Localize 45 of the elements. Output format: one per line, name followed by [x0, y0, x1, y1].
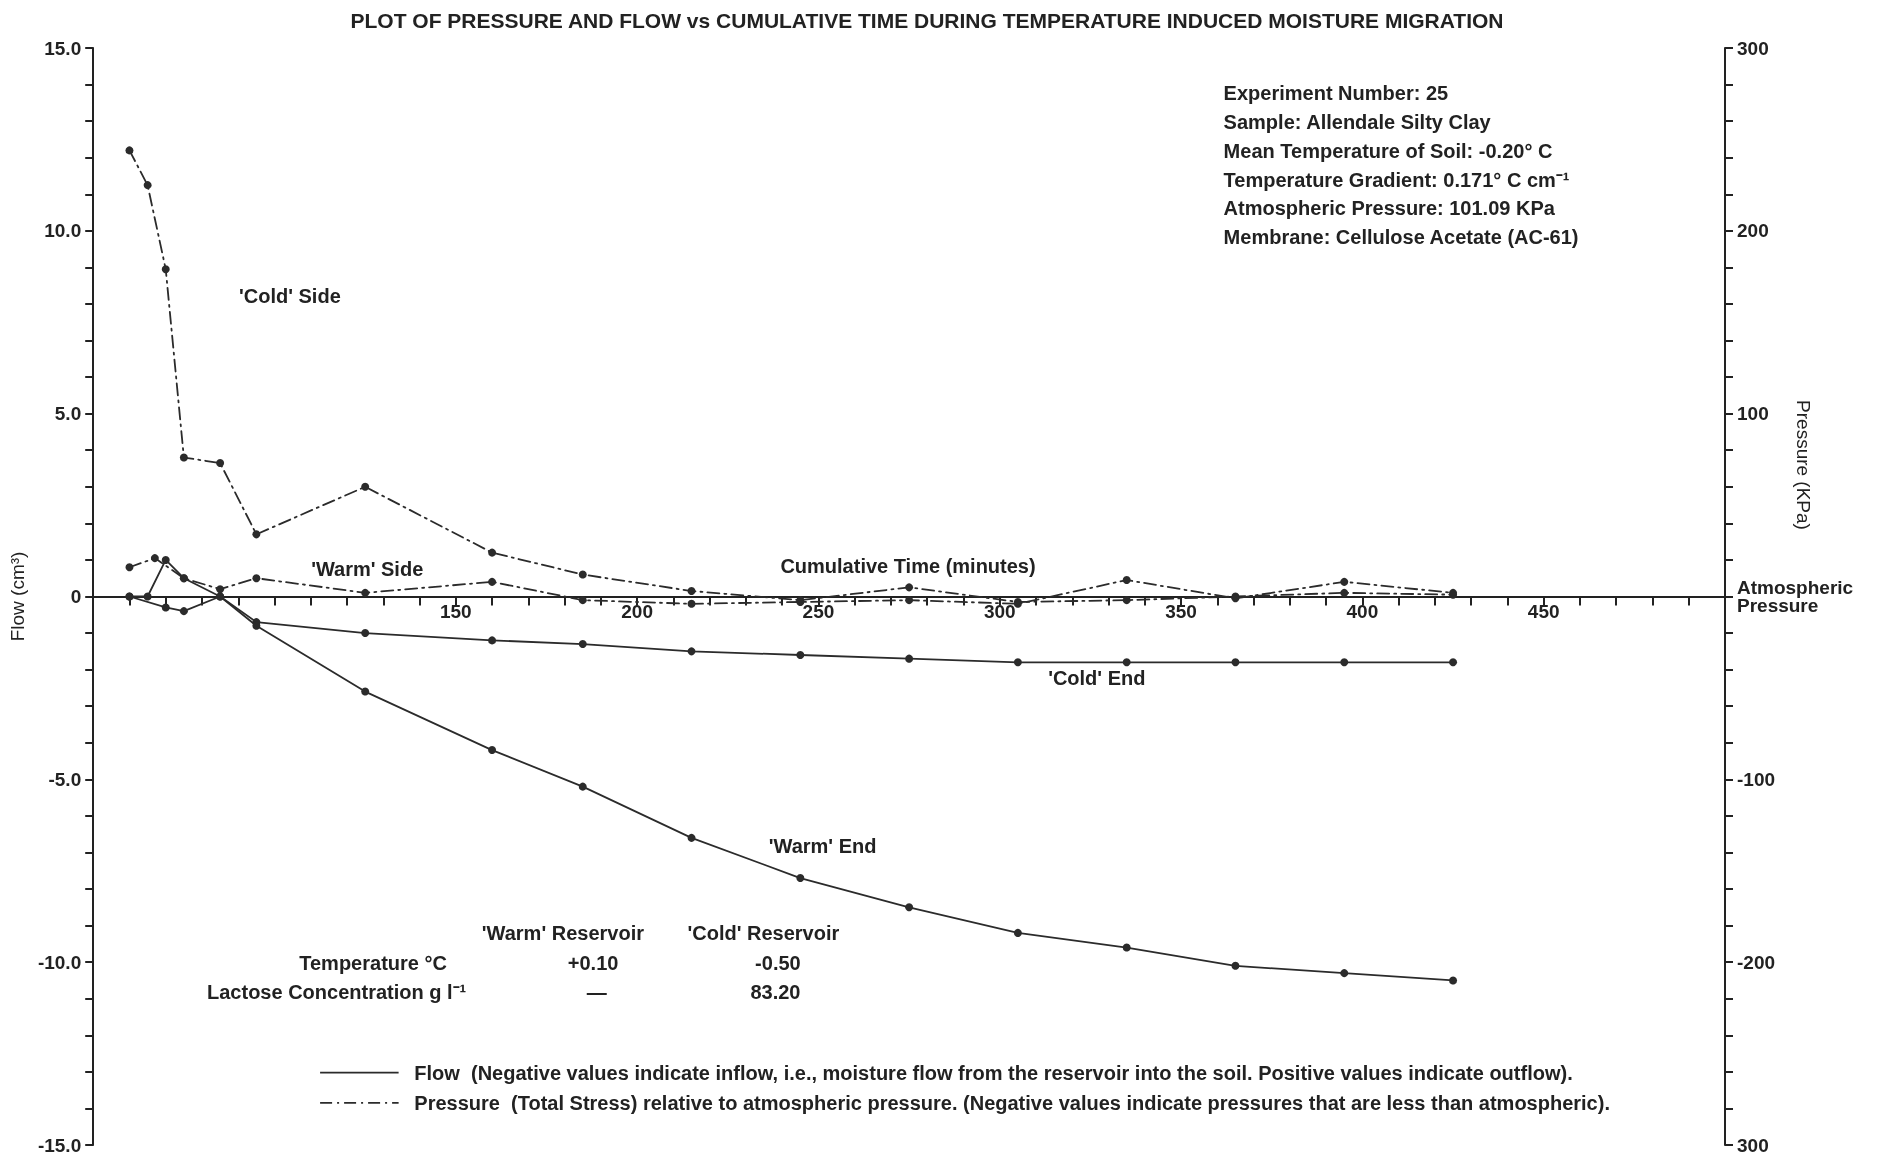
y2-axis-title: Pressure (KPa) — [1792, 400, 1814, 530]
y-axis-title: Flow (cm³) — [7, 551, 28, 642]
annotation: Mean Temperature of Soil: -0.20° C — [1223, 139, 1553, 162]
annotation: 'Cold' Side — [239, 284, 341, 307]
x-axis-title: Cumulative Time (minutes) — [780, 555, 1036, 577]
x-tick-label: 400 — [1346, 601, 1379, 622]
annotation: 'Warm' Reservoir — [481, 921, 645, 944]
annotation: Pressure (Total Stress) relative to atmospheric pressure. (Negative values indicate pressures that are less than atmospheric). — [414, 1091, 1610, 1114]
y-tick-label: 10.0 — [44, 220, 82, 242]
annotation: Sample: Allendale Silty Clay — [1223, 111, 1492, 133]
y-tick-label: -5.0 — [48, 768, 82, 790]
y2-tick-label: -200 — [1737, 951, 1776, 973]
annotation: 83.20 — [750, 980, 801, 1003]
y-tick-label: -10.0 — [37, 951, 82, 973]
annotation: Experiment Number: 25 — [1223, 82, 1449, 105]
x-tick-label: 150 — [439, 601, 472, 622]
annotation: Flow (Negative values indicate inflow, i.e., moisture flow from the reservoir into the soil. Positive values indicate outflow). — [414, 1061, 1573, 1084]
y-tick-label: 0 — [70, 586, 82, 607]
x-tick-label: 250 — [802, 601, 835, 622]
y2-tick-label: 300 — [1737, 1134, 1769, 1156]
y2-tick-label: 200 — [1737, 220, 1769, 242]
x-tick-label: 300 — [983, 601, 1016, 622]
y-tick-label: 5.0 — [54, 403, 82, 425]
annotation: 'Cold' End — [1048, 666, 1146, 689]
annotation: 'Warm' Side — [311, 557, 424, 580]
annotation: -0.50 — [755, 951, 801, 974]
annotation: Membrane: Cellulose Acetate (AC-61) — [1223, 225, 1579, 248]
annotation: Temperature °C — [299, 951, 447, 974]
annotation: 'Warm' End — [768, 834, 877, 857]
annotation: 'Cold' Reservoir — [687, 921, 840, 944]
x-tick-label: 200 — [621, 601, 653, 622]
y2-tick-label: 100 — [1737, 403, 1769, 425]
annotation: — — [586, 980, 607, 1003]
annotation: Temperature Gradient: 0.171° C cm⁻¹ — [1223, 168, 1570, 191]
y-tick-label: 15.0 — [44, 37, 82, 59]
y2-tick-label: Atmospheric Pressure — [1737, 577, 1854, 616]
y2-tick-label: 300 — [1737, 37, 1769, 59]
annotation: Lactose Concentration g l⁻¹ — [207, 980, 467, 1003]
annotation: Atmospheric Pressure: 101.09 KPa — [1223, 196, 1556, 219]
x-tick-label: 350 — [1165, 601, 1197, 622]
chart-title: PLOT OF PRESSURE AND FLOW vs CUMULATIVE TIME DURING TEMPERATURE INDUCED MOISTURE MIGRATION — [350, 8, 1504, 32]
y-tick-label: -15.0 — [37, 1134, 82, 1156]
x-tick-label: 450 — [1527, 601, 1560, 622]
annotation: +0.10 — [567, 951, 619, 974]
y2-tick-label: -100 — [1737, 768, 1776, 790]
